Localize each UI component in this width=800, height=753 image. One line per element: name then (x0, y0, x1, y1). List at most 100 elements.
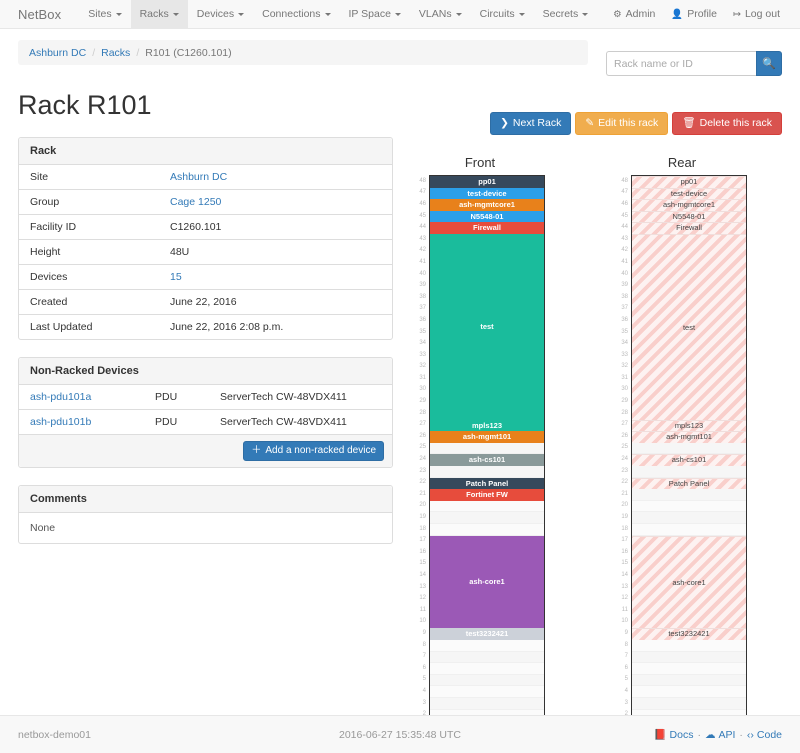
footer-link-docs[interactable]: 📕 Docs (653, 728, 693, 742)
rack-device-test3232421[interactable]: test3232421 (632, 628, 746, 640)
rack-device-ash-core1[interactable]: ash-core1 (430, 535, 544, 629)
unit-number-label: 48 (419, 177, 426, 184)
breadcrumb-site[interactable]: Ashburn DC (29, 46, 87, 59)
unit-number-label: 2 (625, 708, 628, 720)
rack-unit-empty[interactable] (430, 500, 544, 513)
unit-number-label: 40 (621, 270, 628, 277)
nav-item-connections[interactable]: Connections (253, 0, 339, 28)
front-unit-labels: 48 47 46 45 44 43 42 41 40 39 38 37 36 35 34 33 32 31 30 29… (415, 175, 429, 732)
rack-info-link[interactable]: Cage 1250 (170, 195, 222, 208)
rack-device-label: test (682, 322, 696, 332)
rack-unit-empty[interactable] (632, 489, 746, 501)
rack-info-value[interactable]: Cage 1250 (159, 188, 392, 215)
rack-device-ash-cs101[interactable]: ash-cs101 (430, 454, 544, 466)
rack-device-ash-mgmtcore1[interactable]: ash-mgmtcore1 (430, 199, 544, 211)
rack-unit-empty[interactable] (430, 640, 544, 652)
non-racked-device-link[interactable]: ash-pdu101a (30, 390, 92, 403)
breadcrumb-separator-1: / (92, 46, 96, 59)
rack-device-patch-panel[interactable]: Patch Panel (632, 477, 746, 490)
rack-device-patch-panel[interactable]: Patch Panel (430, 477, 544, 490)
rack-unit-empty[interactable] (430, 524, 544, 536)
rack-unit-empty[interactable] (430, 466, 544, 478)
rack-device-pp01[interactable]: pp01 (632, 176, 746, 188)
edit-rack-button[interactable]: ✎ Edit this rack (575, 112, 669, 135)
nav-item-devices[interactable]: Devices (188, 0, 253, 28)
rack-device-label: ash-mgmtcore1 (662, 200, 716, 210)
rack-device-firewall[interactable]: Firewall (632, 222, 746, 234)
rack-info-value: C1260.101 (159, 213, 392, 240)
rack-unit-empty[interactable] (632, 442, 746, 455)
rack-unit-empty[interactable] (632, 500, 746, 513)
non-racked-device-name[interactable]: ash-pdu101a (19, 385, 144, 410)
rack-unit-empty[interactable] (632, 524, 746, 536)
non-racked-device-link[interactable]: ash-pdu101b (30, 415, 92, 428)
rack-device-n5548-01[interactable]: N5548-01 (430, 210, 544, 223)
rack-device-test-device[interactable]: test-device (430, 187, 544, 200)
rack-unit-empty[interactable] (632, 466, 746, 478)
rack-info-link[interactable]: Ashburn DC (170, 170, 228, 183)
rack-unit-empty[interactable] (430, 651, 544, 664)
rack-device-ash-core1[interactable]: ash-core1 (632, 535, 746, 629)
unit-number-label: 17 (419, 537, 426, 544)
rack-info-value[interactable]: 15 (159, 263, 392, 290)
breadcrumb-racks[interactable]: Racks (101, 46, 131, 59)
non-racked-rows: ash-pdu101a PDU ServerTech CW-48VDX411 ash-… (19, 385, 392, 434)
rack-device-mpls123[interactable]: mpls123 (632, 419, 746, 432)
rack-device-n5548-01[interactable]: N5548-01 (632, 210, 746, 223)
rack-device-firewall[interactable]: Firewall (430, 222, 544, 234)
rack-device-test3232421[interactable]: test3232421 (430, 628, 544, 640)
rack-device-pp01[interactable]: pp01 (430, 176, 544, 188)
rack-unit-empty[interactable] (430, 674, 544, 687)
nav-item-vlans[interactable]: VLANs (410, 0, 471, 28)
nav-item-admin[interactable]: ⚙ Admin (605, 0, 663, 28)
rack-device-mpls123[interactable]: mpls123 (430, 419, 544, 432)
non-racked-table: ash-pdu101a PDU ServerTech CW-48VDX411 ash-… (19, 385, 392, 434)
nav-item-secrets[interactable]: Secrets (534, 0, 598, 28)
nav-item-log-out[interactable]: ↦ Log out (725, 0, 788, 28)
rack-device-ash-cs101[interactable]: ash-cs101 (632, 454, 746, 466)
nav-item-sites[interactable]: Sites (79, 0, 130, 28)
non-racked-device-name[interactable]: ash-pdu101b (19, 408, 144, 434)
rack-unit-empty[interactable] (632, 640, 746, 652)
footer-link-code[interactable]: ‹› Code (747, 729, 782, 741)
rack-unit-empty[interactable] (632, 512, 746, 524)
rack-info-value[interactable]: Ashburn DC (159, 165, 392, 190)
nav-item-racks[interactable]: Racks (130, 0, 188, 28)
rack-unit-empty[interactable] (430, 663, 544, 675)
nav-item-circuits[interactable]: Circuits (471, 0, 534, 28)
next-rack-button[interactable]: ❯ Next Rack (490, 112, 572, 135)
rack-info-link[interactable]: 15 (170, 270, 182, 283)
delete-rack-button[interactable]: 🗑 Delete this rack (672, 112, 782, 135)
rack-unit-empty[interactable] (430, 442, 544, 455)
search-input[interactable] (606, 51, 756, 76)
rack-unit-empty[interactable] (632, 686, 746, 698)
brand-netbox[interactable]: NetBox (18, 6, 62, 22)
nav-item-ip-space[interactable]: IP Space (340, 0, 410, 28)
rack-device-ash-mgmtcore1[interactable]: ash-mgmtcore1 (632, 199, 746, 211)
rack-unit-empty[interactable] (632, 674, 746, 687)
rack-unit-empty[interactable] (632, 663, 746, 675)
rack-device-label: ash-mgmtcore1 (459, 200, 515, 210)
search-icon: 🔍 (762, 58, 776, 70)
rack-device-ash-mgmt101[interactable]: ash-mgmt101 (430, 431, 544, 443)
footer-link-api[interactable]: ☁ API (705, 729, 735, 741)
logout-icon: ↦ (732, 8, 741, 20)
rack-device-test-device[interactable]: test-device (632, 187, 746, 200)
unit-number-label: 15 (419, 560, 426, 567)
add-non-racked-device-button[interactable]: ＋ Add a non-racked device (243, 440, 384, 461)
rack-device-label: mpls123 (471, 420, 503, 430)
rack-device-test[interactable]: test (430, 234, 544, 420)
rack-unit-empty[interactable] (430, 698, 544, 710)
search-button[interactable]: 🔍 (756, 51, 782, 76)
rear-elevation-body: 48 47 46 45 44 43 42 41 40 39 38 37 36 35 34 33 32 31 30 29… (617, 175, 747, 733)
nav-item-profile[interactable]: 👤 Profile (663, 0, 725, 28)
rack-device-ash-mgmt101[interactable]: ash-mgmt101 (632, 431, 746, 443)
unit-number-label: 17 (621, 537, 628, 544)
rack-unit-empty[interactable] (632, 651, 746, 664)
rack-device-fortinet-fw[interactable]: Fortinet FW (430, 489, 544, 501)
rack-unit-empty[interactable] (632, 698, 746, 710)
rack-device-test[interactable]: test (632, 234, 746, 420)
rack-unit-empty[interactable] (430, 512, 544, 524)
rack-unit-empty[interactable] (430, 686, 544, 698)
unit-number-label: 6 (624, 664, 628, 671)
